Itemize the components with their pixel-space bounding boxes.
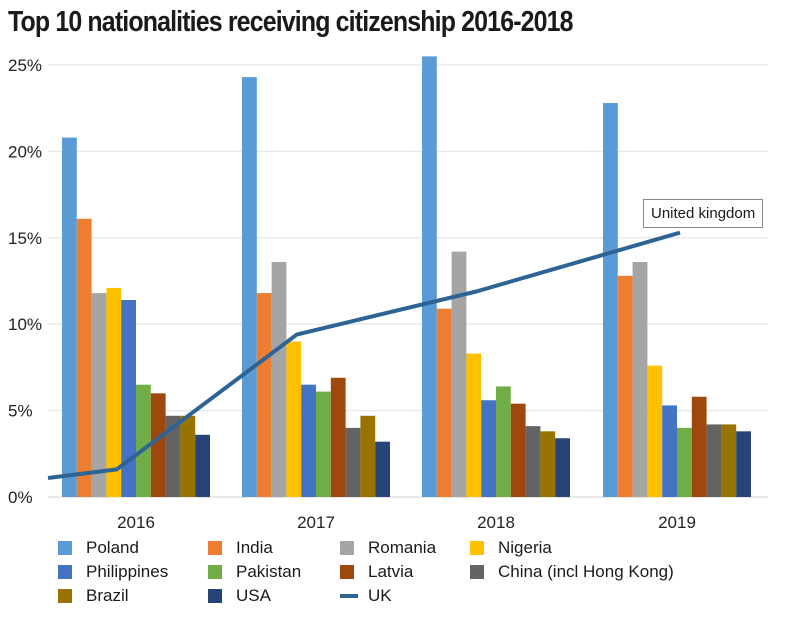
legend-item-nigeria: Nigeria: [470, 536, 552, 560]
bar-pakistan-2017: [316, 391, 331, 497]
bar-brazil-2017: [360, 415, 376, 497]
legend-item-romania: Romania: [340, 536, 436, 560]
bars: [62, 56, 751, 498]
legend-label: Pakistan: [236, 562, 302, 581]
y-tick-label: 15%: [8, 229, 42, 248]
bar-brazil-2016: [180, 415, 196, 497]
uk-annotation: United kingdom: [643, 199, 764, 228]
bar-latvia-2016: [150, 393, 166, 497]
bar-china-incl-hong-kong--2016: [165, 415, 181, 497]
legend-swatch: [340, 594, 358, 598]
legend-swatch: [58, 589, 72, 603]
y-axis-ticks: 0% 5% 10% 15% 20% 25%: [8, 56, 42, 507]
bar-pakistan-2016: [136, 384, 151, 497]
legend-swatch: [58, 541, 72, 555]
bar-romania-2018: [451, 251, 467, 497]
bar-india-2018: [436, 308, 452, 497]
legend-label: Nigeria: [498, 538, 552, 557]
legend-label: Philippines: [86, 562, 169, 581]
bar-china-incl-hong-kong--2018: [525, 426, 541, 497]
x-axis-ticks: 2016 2017 2018 2019: [117, 513, 696, 532]
chart-title: Top 10 nationalities receiving citizensh…: [8, 6, 574, 38]
bar-india-2017: [256, 293, 272, 497]
y-tick-label: 20%: [8, 142, 42, 161]
legend-swatch: [340, 565, 354, 579]
legend-item-poland: Poland: [58, 536, 139, 560]
bar-brazil-2019: [721, 424, 737, 497]
legend-label: Latvia: [368, 562, 414, 581]
legend-item-pakistan: Pakistan: [208, 560, 301, 584]
bar-philippines-2017: [301, 384, 316, 497]
bar-india-2019: [617, 275, 633, 497]
bar-nigeria-2017: [286, 341, 302, 497]
uk-line-path: [47, 230, 681, 480]
x-tick-label: 2017: [297, 513, 335, 532]
y-tick-label: 25%: [8, 56, 42, 75]
legend-label: USA: [236, 586, 271, 605]
bar-nigeria-2019: [647, 365, 663, 497]
legend-swatch: [208, 541, 222, 555]
bar-philippines-2016: [121, 300, 136, 497]
bar-poland-2016: [62, 137, 77, 498]
x-tick-label: 2019: [658, 513, 696, 532]
bar-pakistan-2019: [677, 427, 692, 497]
bar-nigeria-2016: [106, 287, 122, 497]
bar-usa-2019: [736, 431, 751, 497]
bar-usa-2017: [375, 441, 390, 497]
bar-latvia-2017: [330, 377, 346, 497]
bar-philippines-2019: [662, 405, 677, 497]
bar-romania-2017: [271, 261, 287, 497]
legend-item-india: India: [208, 536, 273, 560]
legend-label: UK: [368, 586, 392, 605]
bar-latvia-2019: [691, 396, 707, 497]
legend-label: Romania: [368, 538, 437, 557]
y-tick-label: 0%: [8, 488, 33, 507]
uk-line: [47, 230, 681, 480]
legend-swatch: [58, 565, 72, 579]
legend-item-philippines: Philippines: [58, 560, 168, 584]
legend-label: Poland: [86, 538, 139, 557]
bar-poland-2017: [242, 77, 257, 497]
legend-item-uk: UK: [340, 584, 392, 608]
bar-usa-2018: [555, 438, 570, 497]
legend-swatch: [470, 565, 484, 579]
legend-label: Brazil: [86, 586, 129, 605]
bar-philippines-2018: [481, 400, 496, 497]
bar-china-incl-hong-kong--2017: [345, 427, 361, 497]
bar-usa-2016: [195, 434, 210, 497]
legend-label: China (incl Hong Kong): [498, 562, 674, 581]
bar-romania-2019: [632, 261, 648, 497]
x-tick-label: 2016: [117, 513, 155, 532]
legend-item-latvia: Latvia: [340, 560, 413, 584]
bar-nigeria-2018: [466, 353, 482, 497]
legend-item-usa: USA: [208, 584, 271, 608]
x-tick-label: 2018: [477, 513, 515, 532]
legend-swatch: [208, 565, 222, 579]
legend-label: India: [236, 538, 273, 557]
legend-item-brazil: Brazil: [58, 584, 129, 608]
bar-pakistan-2018: [496, 386, 511, 497]
legend-swatch: [208, 589, 222, 603]
y-tick-label: 5%: [8, 402, 33, 421]
y-tick-label: 10%: [8, 315, 42, 334]
bar-poland-2018: [422, 56, 437, 498]
bar-poland-2019: [603, 103, 618, 498]
bar-india-2016: [76, 218, 92, 498]
legend-swatch: [340, 541, 354, 555]
legend-item-china-incl-hong-kong-: China (incl Hong Kong): [470, 560, 674, 584]
bar-china-incl-hong-kong--2019: [706, 424, 722, 497]
bar-brazil-2018: [540, 431, 556, 497]
bar-latvia-2018: [510, 403, 526, 497]
bar-romania-2016: [91, 293, 107, 497]
legend-swatch: [470, 541, 484, 555]
